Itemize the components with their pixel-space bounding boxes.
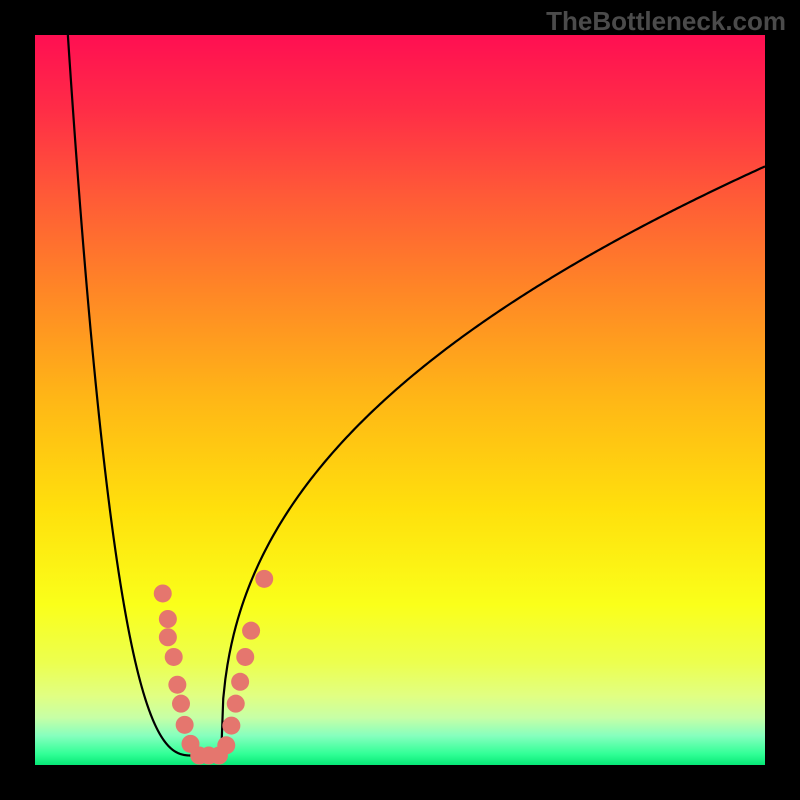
data-marker <box>227 695 245 713</box>
data-marker <box>165 648 183 666</box>
chart-frame: TheBottleneck.com <box>0 0 800 800</box>
data-marker <box>159 610 177 628</box>
gradient-background <box>35 35 765 765</box>
data-marker <box>168 676 186 694</box>
data-marker <box>242 622 260 640</box>
data-marker <box>159 628 177 646</box>
data-marker <box>255 570 273 588</box>
data-marker <box>176 716 194 734</box>
data-marker <box>222 717 240 735</box>
plot-area <box>35 35 765 765</box>
watermark-text: TheBottleneck.com <box>546 6 786 37</box>
data-marker <box>236 648 254 666</box>
plot-svg <box>35 35 765 765</box>
data-marker <box>172 695 190 713</box>
data-marker <box>154 584 172 602</box>
data-marker <box>231 673 249 691</box>
data-marker <box>217 736 235 754</box>
